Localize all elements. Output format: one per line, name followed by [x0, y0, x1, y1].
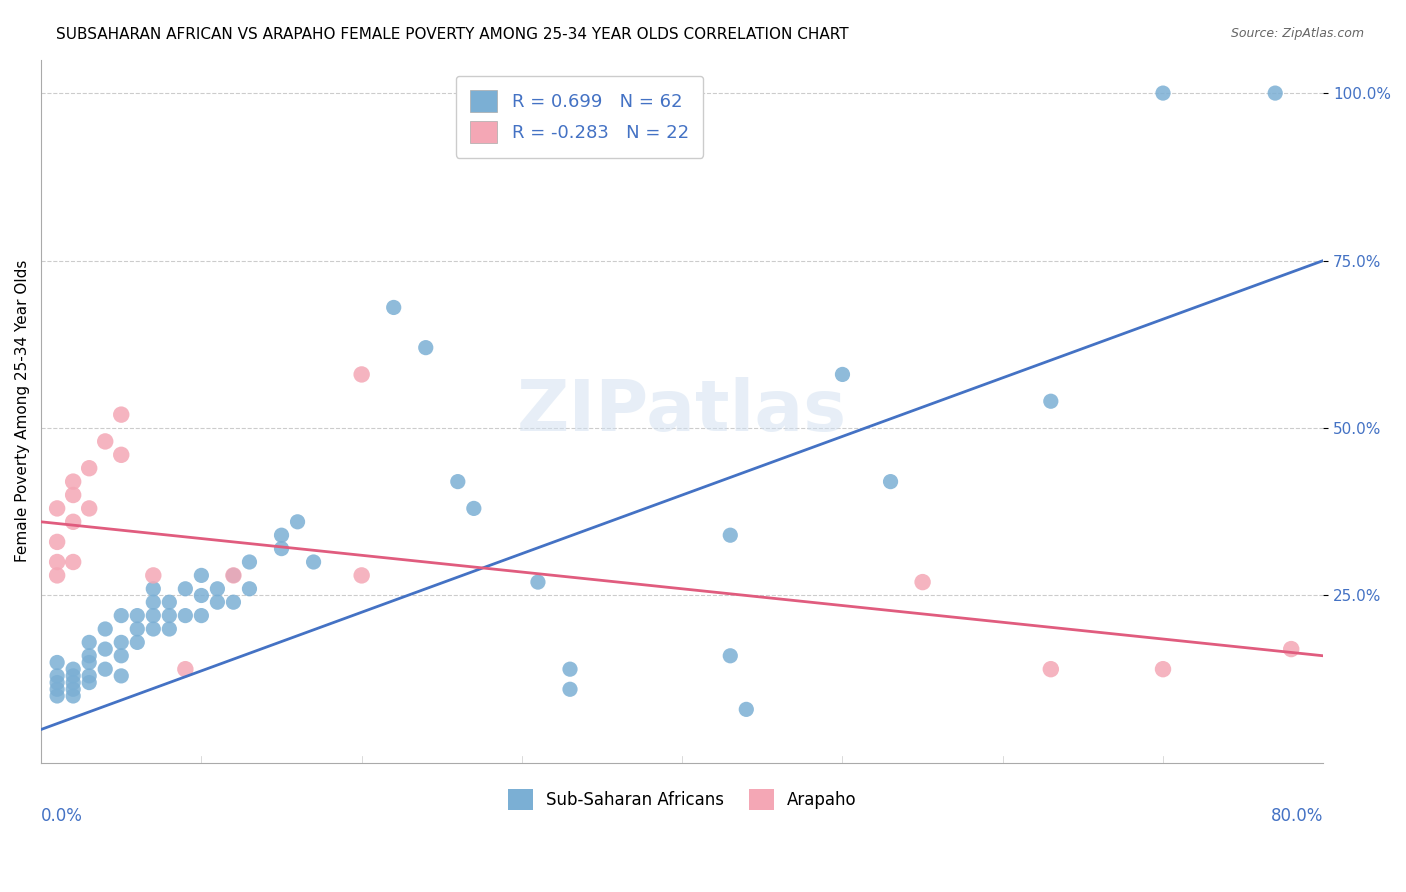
- Legend: Sub-Saharan Africans, Arapaho: Sub-Saharan Africans, Arapaho: [499, 780, 865, 818]
- Point: [127, 622, 149, 636]
- Y-axis label: Female Poverty Among 25-34 Year Olds: Female Poverty Among 25-34 Year Olds: [15, 260, 30, 563]
- Point: [1152, 662, 1174, 676]
- Point: [77, 669, 100, 683]
- Point: [110, 648, 132, 663]
- Point: [415, 341, 437, 355]
- Point: [77, 675, 100, 690]
- Point: [718, 528, 741, 542]
- Point: [270, 541, 292, 556]
- Point: [62, 675, 84, 690]
- Point: [77, 656, 100, 670]
- Point: [142, 595, 165, 609]
- Text: SUBSAHARAN AFRICAN VS ARAPAHO FEMALE POVERTY AMONG 25-34 YEAR OLDS CORRELATION C: SUBSAHARAN AFRICAN VS ARAPAHO FEMALE POV…: [56, 27, 849, 42]
- Point: [382, 301, 405, 315]
- Point: [1039, 394, 1062, 409]
- Point: [46, 675, 69, 690]
- Point: [174, 608, 197, 623]
- Point: [142, 568, 165, 582]
- Point: [270, 528, 292, 542]
- Point: [110, 635, 132, 649]
- Point: [46, 501, 69, 516]
- Point: [62, 475, 84, 489]
- Point: [94, 434, 117, 449]
- Point: [558, 682, 581, 697]
- Point: [110, 408, 132, 422]
- Point: [62, 682, 84, 697]
- Point: [222, 568, 245, 582]
- Point: [77, 648, 100, 663]
- Point: [46, 535, 69, 549]
- Point: [350, 568, 373, 582]
- Point: [62, 488, 84, 502]
- Point: [110, 608, 132, 623]
- Point: [46, 555, 69, 569]
- Point: [110, 448, 132, 462]
- Point: [207, 595, 229, 609]
- Point: [62, 669, 84, 683]
- Point: [1152, 86, 1174, 100]
- Text: Source: ZipAtlas.com: Source: ZipAtlas.com: [1230, 27, 1364, 40]
- Point: [142, 582, 165, 596]
- Point: [94, 642, 117, 657]
- Point: [831, 368, 853, 382]
- Point: [350, 368, 373, 382]
- Point: [1279, 642, 1302, 657]
- Point: [174, 662, 197, 676]
- Point: [302, 555, 325, 569]
- Point: [46, 568, 69, 582]
- Point: [222, 568, 245, 582]
- Point: [46, 669, 69, 683]
- Point: [110, 669, 132, 683]
- Point: [1039, 662, 1062, 676]
- Point: [174, 582, 197, 596]
- Text: 0.0%: 0.0%: [41, 806, 83, 824]
- Point: [911, 575, 934, 590]
- Point: [558, 662, 581, 676]
- Point: [190, 589, 212, 603]
- Point: [447, 475, 470, 489]
- Point: [190, 568, 212, 582]
- Point: [127, 608, 149, 623]
- Point: [238, 555, 260, 569]
- Point: [62, 555, 84, 569]
- Point: [287, 515, 309, 529]
- Point: [62, 662, 84, 676]
- Point: [157, 622, 180, 636]
- Point: [222, 595, 245, 609]
- Point: [1264, 86, 1286, 100]
- Point: [62, 515, 84, 529]
- Point: [127, 635, 149, 649]
- Point: [94, 622, 117, 636]
- Point: [142, 622, 165, 636]
- Point: [142, 608, 165, 623]
- Point: [157, 595, 180, 609]
- Point: [62, 689, 84, 703]
- Point: [157, 608, 180, 623]
- Point: [718, 648, 741, 663]
- Text: ZIPatlas: ZIPatlas: [517, 376, 848, 446]
- Point: [527, 575, 550, 590]
- Point: [735, 702, 758, 716]
- Point: [463, 501, 485, 516]
- Point: [879, 475, 901, 489]
- Point: [238, 582, 260, 596]
- Point: [77, 635, 100, 649]
- Point: [46, 682, 69, 697]
- Text: 80.0%: 80.0%: [1271, 806, 1323, 824]
- Point: [207, 582, 229, 596]
- Point: [46, 656, 69, 670]
- Point: [46, 689, 69, 703]
- Point: [190, 608, 212, 623]
- Point: [94, 662, 117, 676]
- Point: [77, 461, 100, 475]
- Point: [77, 501, 100, 516]
